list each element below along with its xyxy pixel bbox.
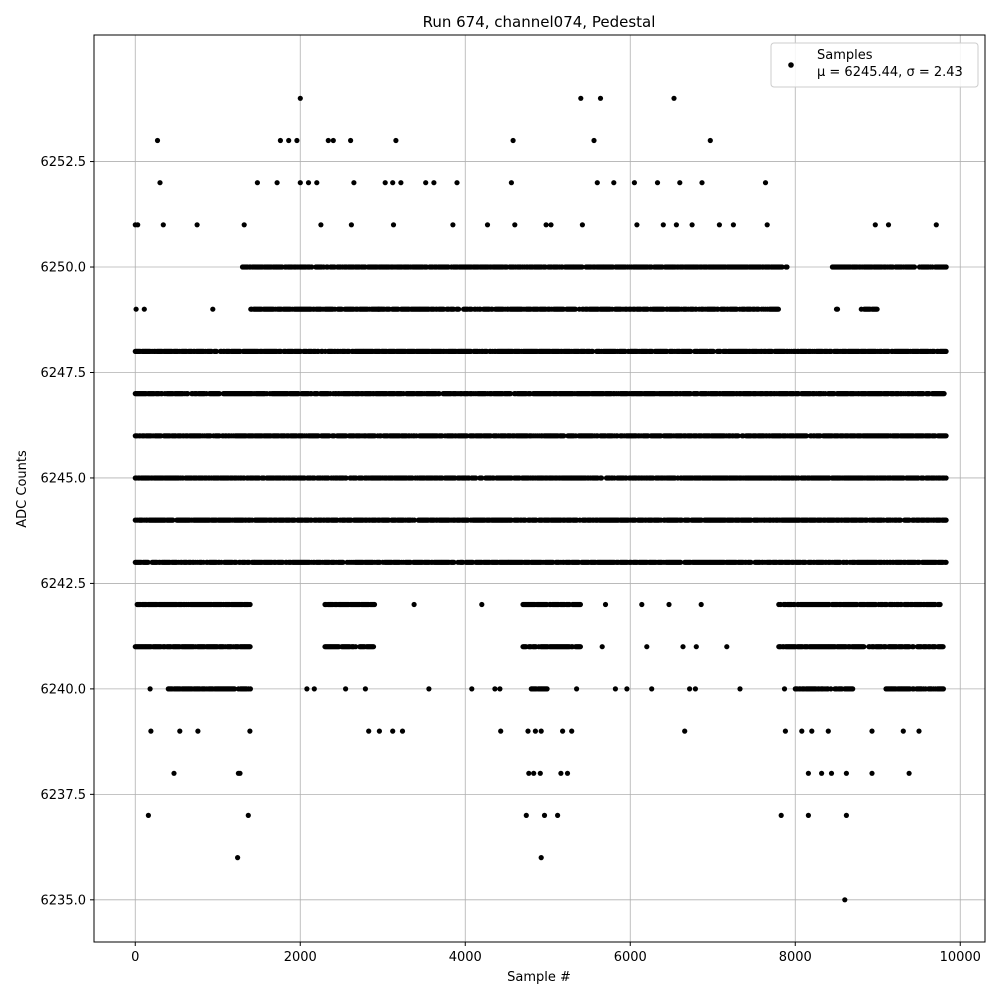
data-point (784, 264, 790, 270)
data-point (598, 475, 605, 481)
data-point (340, 559, 346, 565)
data-point (216, 391, 222, 397)
data-point (451, 559, 457, 565)
data-point (185, 391, 191, 397)
data-point (874, 306, 880, 312)
data-point (943, 433, 949, 439)
data-point (678, 559, 684, 565)
data-point (943, 264, 949, 270)
chart-title: Run 674, channel074, Pedestal (423, 13, 656, 31)
data-point (561, 433, 567, 439)
data-points (132, 95, 949, 903)
data-point (411, 517, 417, 523)
data-point (803, 433, 810, 439)
data-point (943, 517, 949, 523)
data-point (943, 475, 949, 481)
data-point (943, 559, 949, 565)
data-point (897, 517, 904, 523)
data-point (473, 475, 479, 481)
data-point (911, 264, 918, 270)
data-point (775, 306, 782, 312)
data-point (834, 306, 841, 312)
data-point (343, 475, 349, 481)
data-point (145, 559, 151, 565)
data-point (170, 517, 176, 523)
data-point (735, 433, 741, 439)
data-point (943, 348, 949, 354)
data-point (941, 391, 947, 397)
data-point (479, 475, 485, 481)
data-point (748, 559, 754, 565)
data-point (456, 306, 462, 312)
